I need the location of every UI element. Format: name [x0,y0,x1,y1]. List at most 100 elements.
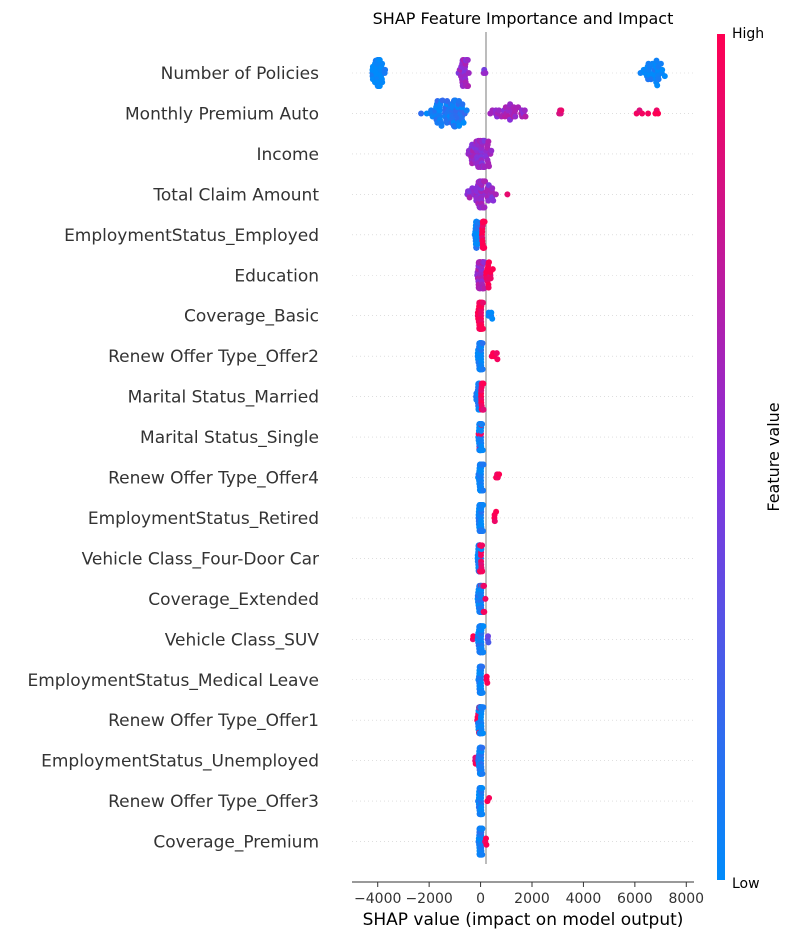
shap-point [493,350,500,357]
feature-label: EmploymentStatus_Employed [64,226,319,246]
shap-point [479,447,486,454]
shap-point [489,315,496,322]
shap-dots [369,57,668,858]
shap-point [465,83,471,89]
shap-point [485,633,491,640]
shap-point [483,835,489,842]
shap-point [488,147,495,154]
shap-point [480,487,487,494]
shap-point [485,138,492,145]
shap-point [479,568,486,575]
colorbar: High Low Feature value [717,26,783,892]
shap-point [485,639,492,646]
shap-point [522,113,529,120]
shap-point [480,704,487,711]
shap-point [491,518,498,525]
feature-label: Coverage_Basic [184,307,319,327]
shap-point [481,244,488,251]
chart-title: SHAP Feature Importance and Impact [373,9,674,28]
feature-label: Income [256,145,319,165]
shap-point [655,110,662,117]
shap-point [493,508,500,515]
shap-point [480,380,487,387]
x-tick-label: 4000 [566,891,602,907]
feature-label: Renew Offer Type_Offer2 [108,347,319,367]
shap-point [470,633,477,640]
x-axis: −4000 −2000 0 2000 4000 6000 8000 SHAP value (… [352,881,704,930]
shap-point [463,107,470,114]
feature-label: Coverage_Premium [153,833,319,853]
shap-point [481,582,487,589]
shap-point [486,259,492,266]
shap-point [490,197,497,204]
shap-point [479,663,486,670]
feature-label: EmploymentStatus_Unemployed [41,752,319,772]
feature-label: Marital Status_Single [140,428,319,448]
shap-point [489,266,496,273]
shap-point [479,542,486,549]
feature-label: EmploymentStatus_Medical Leave [27,671,319,691]
shap-point [479,785,486,792]
shap-point [382,66,389,73]
colorbar-high-label: High [732,26,764,42]
shap-point [657,60,664,67]
shap-point [465,70,472,76]
shap-point [480,649,487,656]
shap-point [483,673,490,680]
shap-point [480,299,486,306]
shap-point [466,194,473,201]
shap-point [479,770,486,777]
shap-point [479,421,486,428]
shap-point [648,76,654,83]
shap-point [474,241,481,248]
shap-point [479,340,486,347]
shap-point [494,356,501,363]
feature-label: EmploymentStatus_Retired [88,509,319,529]
shap-point [486,163,492,170]
x-tick-label: −4000 [354,891,401,907]
x-axis-label: SHAP value (impact on model output) [363,910,684,930]
shap-point [487,275,494,282]
shap-point [653,57,660,64]
shap-point [659,66,666,73]
shap-point [655,76,662,83]
shap-point [418,110,425,117]
shap-point [485,284,492,291]
shap-point [439,97,446,104]
feature-label: Education [234,266,319,286]
shap-point [504,191,511,198]
feature-gridlines [352,72,694,842]
shap-point [479,689,486,696]
x-ticks: −4000 −2000 0 2000 4000 6000 8000 [354,882,704,907]
shap-point [496,107,502,114]
shap-point [480,528,486,534]
shap-point [480,502,487,508]
shap-point [558,107,565,114]
shap-point [480,461,487,468]
shap-point [480,406,487,413]
shap-point [479,851,486,858]
x-tick-label: −2000 [405,891,452,907]
colorbar-low-label: Low [732,876,760,892]
shap-point [484,679,491,686]
shap-point [423,110,430,117]
shap-point [459,101,466,108]
shap-point [654,82,661,89]
shap-point [480,623,487,630]
shap-point [479,366,486,373]
shap-point [481,608,488,615]
shap-point [474,219,481,226]
feature-labels: Number of Policies Monthly Premium Auto In… [27,64,319,853]
shap-point [482,178,489,185]
shap-point [479,730,486,737]
shap-point [521,107,528,114]
shap-point [479,825,486,832]
shap-point [479,811,486,818]
colorbar-title: Feature value [764,402,783,511]
feature-label: Number of Policies [161,64,320,84]
feature-label: Monthly Premium Auto [125,104,319,124]
shap-point [496,471,503,478]
feature-label: Renew Offer Type_Offer1 [108,711,319,731]
feature-label: Marital Status_Married [128,388,319,408]
